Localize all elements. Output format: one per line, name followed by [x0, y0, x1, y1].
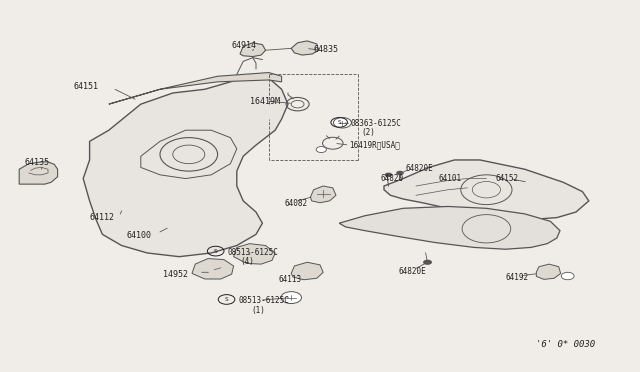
Polygon shape	[234, 244, 275, 264]
Polygon shape	[384, 160, 589, 219]
Polygon shape	[240, 43, 266, 57]
Text: 16419R〈USA〉: 16419R〈USA〉	[349, 141, 399, 150]
Text: 64151: 64151	[74, 82, 99, 91]
Circle shape	[281, 292, 301, 304]
Text: (1): (1)	[252, 306, 266, 315]
Text: S: S	[214, 248, 218, 254]
Text: 64152: 64152	[496, 174, 519, 183]
Text: 08363-6125C: 08363-6125C	[351, 119, 401, 128]
Text: S: S	[225, 297, 228, 302]
Polygon shape	[339, 206, 560, 249]
Polygon shape	[291, 41, 319, 55]
Text: 64192: 64192	[506, 273, 529, 282]
Text: 64820E: 64820E	[406, 164, 433, 173]
Text: 64101: 64101	[438, 174, 461, 183]
Text: 08513-6125C: 08513-6125C	[227, 248, 278, 257]
Polygon shape	[192, 259, 234, 279]
Text: 64835: 64835	[314, 45, 339, 54]
Text: 64914: 64914	[232, 41, 257, 50]
Text: 64100: 64100	[127, 231, 152, 240]
Circle shape	[333, 118, 351, 128]
Polygon shape	[310, 186, 336, 203]
Text: 14952: 14952	[163, 270, 188, 279]
Text: 64082: 64082	[285, 199, 308, 208]
Text: '6' 0* 0030: '6' 0* 0030	[536, 340, 595, 349]
Text: S: S	[337, 120, 341, 125]
Circle shape	[423, 260, 432, 265]
Text: 64820: 64820	[381, 174, 404, 183]
Circle shape	[561, 272, 574, 280]
Circle shape	[396, 171, 404, 175]
Circle shape	[385, 173, 392, 177]
Text: 64820E: 64820E	[399, 267, 426, 276]
Circle shape	[316, 147, 326, 153]
Polygon shape	[19, 162, 58, 184]
Text: (4): (4)	[240, 257, 254, 266]
Polygon shape	[536, 264, 561, 279]
Polygon shape	[83, 74, 288, 257]
Text: 08513-6125C: 08513-6125C	[238, 296, 289, 305]
Polygon shape	[109, 73, 282, 104]
Text: (2): (2)	[362, 128, 376, 137]
Text: 64113: 64113	[278, 275, 301, 283]
Text: 16419M: 16419M	[250, 97, 280, 106]
Polygon shape	[291, 262, 323, 280]
Text: 64135: 64135	[24, 158, 49, 167]
Text: 64112: 64112	[90, 213, 115, 222]
